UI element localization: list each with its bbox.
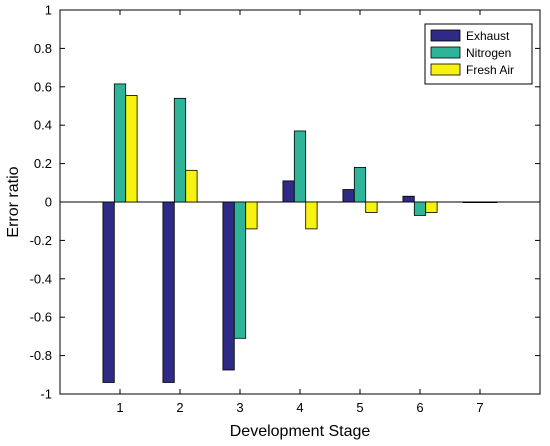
bar-exhaust-stage-4 [282,180,295,203]
x-tick-label: 4 [296,400,303,415]
y-tick-label: 0.4 [34,118,52,133]
bar-nitrogen-stage-7 [473,201,487,204]
x-tick-label: 1 [116,400,123,415]
bar-nitrogen-stage-2 [173,97,187,203]
bar-exhaust-stage-5 [342,189,355,203]
y-tick-label: 0.8 [34,41,52,56]
bar-exhaust-stage-2 [162,201,175,383]
bar-nitrogen-stage-4 [293,130,307,203]
y-axis-title: Error ratio [5,166,22,237]
y-tick-label: 1 [45,3,52,18]
bar-fresh-air-stage-2 [185,169,198,203]
y-tick-label: 0.2 [34,156,52,171]
y-tick-label: -0.8 [30,348,52,363]
bar-fresh-air-stage-4 [305,201,318,230]
bar-nitrogen-stage-3 [233,201,247,339]
bar-exhaust-stage-7 [462,201,475,204]
y-tick-label: -0.6 [30,310,52,325]
bar-fresh-air-stage-7 [485,201,498,204]
x-tick-label: 2 [176,400,183,415]
bar-nitrogen-stage-6 [413,201,427,216]
bar-exhaust-stage-1 [102,201,115,383]
x-tick-label: 7 [476,400,483,415]
bars-layer [102,83,498,383]
bar-nitrogen-stage-5 [353,167,367,203]
legend-swatch-fresh-air [430,63,461,76]
legend: Exhaust Nitrogen Fresh Air [424,23,533,85]
ticks-layer [60,9,540,395]
legend-label-nitrogen: Nitrogen [466,46,511,60]
x-tick-label: 6 [416,400,423,415]
bar-exhaust-stage-3 [222,201,235,371]
bar-fresh-air-stage-3 [245,201,258,230]
y-tick-label: 0 [45,195,52,210]
legend-label-fresh-air: Fresh Air [466,63,514,77]
legend-swatch-nitrogen [430,46,461,59]
bar-fresh-air-stage-5 [365,201,378,213]
bar-exhaust-stage-6 [402,195,415,203]
y-tick-label: 0.6 [34,79,52,94]
y-tick-label: -0.2 [30,233,52,248]
x-tick-label: 5 [356,400,363,415]
y-tick-label: -1 [40,387,52,402]
bar-fresh-air-stage-6 [425,201,438,213]
tick-labels-layer: -1 -0.8 -0.6 -0.4 -0.2 0 0.2 0.4 0.6 0.8 1 1 2 3 4 5 6 7 [30,3,484,416]
x-tick-label: 3 [236,400,243,415]
legend-label-exhaust: Exhaust [466,29,510,43]
bar-fresh-air-stage-1 [125,95,138,203]
bar-nitrogen-stage-1 [113,83,127,203]
x-axis-title: Development Stage [230,423,371,440]
legend-swatch-exhaust [430,29,461,42]
y-tick-label: -0.4 [30,271,52,286]
